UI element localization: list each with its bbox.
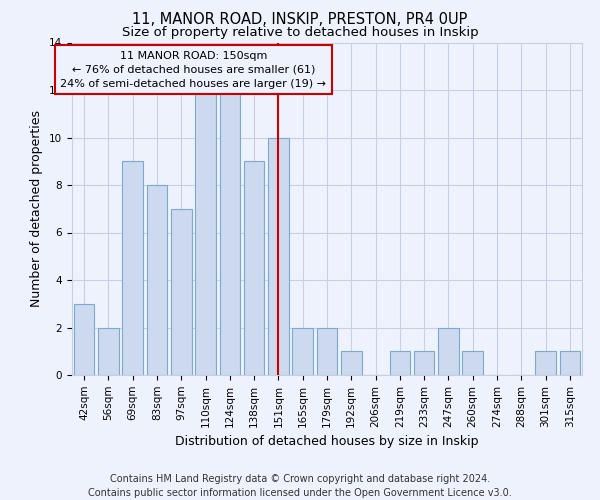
Text: 11, MANOR ROAD, INSKIP, PRESTON, PR4 0UP: 11, MANOR ROAD, INSKIP, PRESTON, PR4 0UP [133, 12, 467, 28]
Bar [560, 351, 580, 375]
Bar [244, 161, 265, 375]
Bar [195, 90, 216, 375]
Bar [98, 328, 119, 375]
Bar [341, 351, 362, 375]
Bar [171, 209, 191, 375]
X-axis label: Distribution of detached houses by size in Inskip: Distribution of detached houses by size … [175, 435, 479, 448]
Bar [463, 351, 483, 375]
Bar [292, 328, 313, 375]
Bar [535, 351, 556, 375]
Y-axis label: Number of detached properties: Number of detached properties [31, 110, 43, 307]
Bar [317, 328, 337, 375]
Bar [146, 185, 167, 375]
Bar [438, 328, 459, 375]
Text: 11 MANOR ROAD: 150sqm
← 76% of detached houses are smaller (61)
24% of semi-deta: 11 MANOR ROAD: 150sqm ← 76% of detached … [61, 51, 326, 89]
Bar [220, 90, 240, 375]
Bar [268, 138, 289, 375]
Text: Contains HM Land Registry data © Crown copyright and database right 2024.
Contai: Contains HM Land Registry data © Crown c… [88, 474, 512, 498]
Bar [122, 161, 143, 375]
Text: Size of property relative to detached houses in Inskip: Size of property relative to detached ho… [122, 26, 478, 39]
Bar [74, 304, 94, 375]
Bar [414, 351, 434, 375]
Bar [389, 351, 410, 375]
